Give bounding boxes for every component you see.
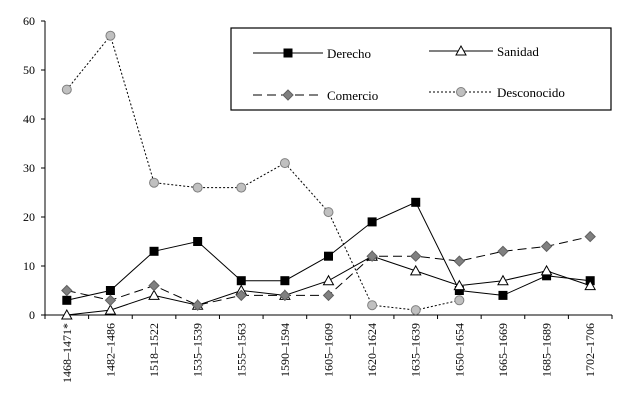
data-point-sanidad (104, 304, 117, 315)
y-tick-label: 50 (23, 63, 35, 77)
data-point-comercio (61, 284, 73, 297)
data-point-sanidad (322, 274, 335, 286)
x-tick-label: 1685–1689 (540, 323, 554, 377)
y-tick-label: 10 (23, 259, 35, 273)
legend-label-sanidad: Sanidad (497, 44, 539, 59)
data-point-comercio (191, 299, 204, 311)
x-tick-label: 1650–1654 (452, 323, 466, 377)
data-point-desconocido (279, 158, 290, 169)
data-point-comercio (453, 255, 466, 267)
data-point-derecho (411, 197, 421, 207)
data-point-comercio (366, 250, 378, 262)
data-point-comercio (497, 245, 509, 258)
legend-marker-desconocido (456, 87, 466, 97)
data-point-desconocido (61, 84, 72, 95)
data-point-sanidad (60, 308, 73, 320)
data-point-derecho (62, 295, 72, 305)
legend-marker-derecho (283, 48, 293, 58)
data-point-derecho (498, 290, 508, 300)
legend-label-comercio: Comercio (327, 88, 378, 103)
y-tick-label: 40 (23, 112, 35, 126)
series-sanidad (60, 250, 597, 320)
data-point-sanidad (453, 279, 466, 291)
data-point-derecho (193, 237, 203, 246)
data-point-desconocido (192, 182, 203, 193)
legend-box (230, 27, 612, 111)
y-tick-label: 20 (23, 210, 35, 224)
data-point-comercio (104, 294, 117, 307)
data-point-comercio (148, 279, 160, 292)
data-point-desconocido (323, 207, 334, 218)
data-point-comercio (584, 230, 596, 243)
x-tick-label: 1702–1706 (583, 323, 597, 377)
series (60, 30, 597, 320)
x-tick-label: 1590–1594 (278, 323, 292, 377)
series-line-sanidad (66, 255, 591, 316)
data-point-desconocido (105, 30, 116, 41)
data-point-derecho (149, 246, 159, 256)
data-point-comercio (279, 289, 291, 302)
x-tick-label: 1620–1624 (365, 323, 379, 377)
data-point-desconocido (367, 300, 378, 311)
series-comercio (61, 230, 596, 311)
data-point-derecho (367, 217, 377, 227)
series-desconocido (61, 30, 465, 316)
data-point-comercio (410, 250, 422, 262)
data-point-comercio (322, 289, 335, 302)
legend-label-desconocido: Desconocido (497, 85, 565, 100)
data-point-desconocido (236, 182, 247, 193)
legend-marker-comercio (282, 89, 294, 101)
data-point-desconocido (410, 305, 421, 316)
data-point-desconocido (454, 295, 465, 306)
x-ticks: 1468–1471* 1482–1486 1518–1522 1535–1539 155… (44, 315, 613, 383)
series-derecho (62, 197, 595, 305)
y-tick-label: 0 (29, 308, 35, 322)
data-point-comercio (235, 289, 247, 302)
data-point-derecho (236, 276, 246, 286)
data-point-sanidad (497, 274, 509, 286)
legend: Derecho Sanidad Comercio Desconocido (230, 27, 612, 111)
x-tick-label: 1635–1639 (409, 323, 423, 377)
data-point-derecho (105, 286, 115, 295)
x-tick-label: 1482–1486 (103, 323, 117, 377)
legend-label-derecho: Derecho (327, 46, 371, 61)
x-tick-label: 1665–1669 (496, 323, 510, 377)
data-point-sanidad (540, 264, 553, 276)
data-point-comercio (540, 240, 553, 253)
x-tick-label: 1605–1609 (322, 323, 336, 377)
x-tick-label: 1555–1563 (234, 323, 248, 377)
data-point-sanidad (148, 289, 160, 300)
x-tick-label: 1518–1522 (147, 323, 161, 377)
y-tick-label: 60 (23, 14, 35, 28)
y-tick-label: 30 (23, 161, 35, 175)
data-point-sanidad (409, 264, 422, 276)
legend-marker-sanidad (455, 44, 467, 56)
data-point-derecho (324, 251, 333, 261)
y-ticks: 0 10 20 30 40 50 60 (23, 14, 45, 322)
data-point-sanidad (584, 279, 597, 291)
data-point-desconocido (149, 177, 160, 188)
x-tick-label: 1468–1471* (60, 323, 74, 383)
data-point-derecho (280, 276, 290, 286)
x-tick-label: 1535–1539 (191, 323, 205, 377)
